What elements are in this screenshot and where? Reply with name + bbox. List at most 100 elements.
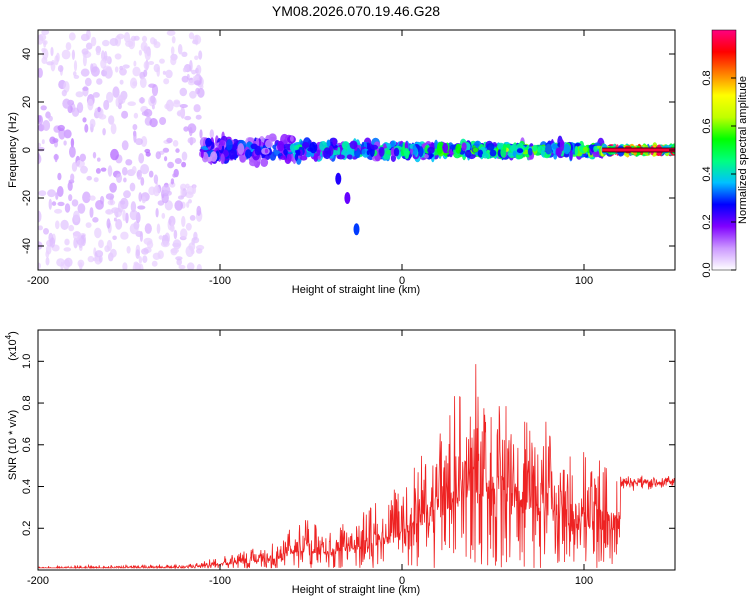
heatmap-cell	[197, 87, 205, 98]
heatmap-cell	[67, 181, 73, 191]
y-tick-label: 0	[21, 147, 33, 153]
heatmap-cell	[123, 177, 127, 183]
heatmap-cell	[148, 186, 156, 196]
heatmap-cell	[138, 256, 143, 264]
heatmap-cell	[172, 140, 179, 147]
heatmap-cell	[54, 55, 59, 66]
heatmap-cell	[569, 149, 573, 161]
x-tick-label: 100	[575, 275, 593, 287]
heatmap-cell	[332, 138, 337, 147]
heatmap-cell	[166, 137, 173, 144]
heatmap-cell	[112, 235, 117, 241]
heatmap-cell	[180, 228, 188, 239]
heatmap-cell	[144, 48, 151, 61]
snr-multiplier-text: (x10	[7, 339, 19, 360]
heatmap-cell	[198, 50, 203, 60]
heatmap-cell	[167, 161, 175, 169]
heatmap-cell	[418, 146, 424, 158]
heatmap-cell	[63, 247, 72, 252]
heatmap-cell	[239, 152, 247, 163]
heatmap-cell	[161, 212, 166, 219]
heatmap-cell	[106, 218, 111, 229]
heatmap-cell	[41, 139, 45, 145]
heatmap-cell	[96, 51, 101, 56]
figure-title: YM08.2026.070.19.46.G28	[272, 3, 440, 19]
heatmap-cell	[218, 144, 223, 151]
heatmap-cell	[65, 42, 72, 51]
heatmap-cell	[46, 61, 54, 66]
heatmap-cell	[77, 203, 86, 214]
spectrogram-y-label: Frequency (Hz)	[7, 112, 19, 188]
heatmap-cell	[42, 120, 51, 131]
heatmap-cell	[38, 190, 47, 197]
heatmap-cell	[138, 49, 142, 56]
heatmap-cell	[63, 81, 70, 93]
heatmap-cell	[43, 228, 49, 235]
snr-x-ticks: -200 -100 0 100	[27, 330, 593, 587]
heatmap-cell	[159, 58, 165, 64]
x-tick-label: 0	[399, 575, 405, 587]
x-tick-label: 0	[399, 275, 405, 287]
heatmap-cell	[82, 191, 91, 204]
heatmap-cell	[582, 146, 588, 153]
heatmap-cell	[106, 91, 114, 103]
heatmap-cell	[102, 39, 110, 47]
x-tick-label: -100	[209, 275, 231, 287]
heatmap-cell	[100, 58, 107, 69]
heatmap-cell	[300, 155, 308, 161]
heatmap-cell	[142, 255, 148, 263]
heatmap-cell	[249, 159, 257, 167]
heatmap-cell	[185, 183, 190, 189]
heatmap-cell	[80, 165, 88, 174]
heatmap-cell	[153, 41, 161, 49]
heatmap-cell	[172, 100, 181, 108]
x-tick-label: -200	[27, 575, 49, 587]
heatmap-cell	[277, 140, 285, 152]
heatmap-cell	[294, 145, 300, 151]
heatmap-cell	[38, 33, 47, 41]
heatmap-cell	[505, 143, 511, 149]
heatmap-cell	[247, 137, 255, 143]
heatmap-cell	[481, 152, 489, 159]
heatmap-cell	[57, 201, 65, 207]
heatmap-cell	[156, 66, 160, 77]
y-tick-label: 0.6	[21, 437, 33, 452]
heatmap-cell	[323, 147, 332, 160]
heatmap-cell	[164, 103, 171, 110]
heatmap-cell	[553, 153, 558, 160]
heatmap-cell	[54, 208, 63, 214]
heatmap-cell	[138, 192, 142, 202]
heatmap-cell	[151, 104, 155, 110]
heatmap-cell	[127, 101, 136, 106]
heatmap-cell	[181, 161, 187, 168]
heatmap-cell	[115, 218, 123, 230]
heatmap-cell	[512, 150, 517, 158]
heatmap-cell	[90, 36, 97, 47]
snr-multiplier-exponent: 4	[4, 334, 13, 339]
heatmap-cell	[47, 189, 56, 198]
colorbar-tick-label: 0.6	[701, 118, 713, 133]
heatmap-cell	[122, 166, 128, 176]
heatmap-cell	[93, 177, 99, 183]
heatmap-cell	[170, 56, 177, 66]
heatmap-cell	[121, 110, 129, 119]
heatmap-cell	[254, 145, 262, 156]
heatmap-cell	[486, 143, 495, 151]
heatmap-cell	[138, 97, 146, 104]
heatmap-cell	[193, 80, 202, 86]
heatmap-cell	[96, 78, 103, 85]
heatmap-cell	[390, 154, 396, 162]
heatmap-cell	[205, 137, 212, 147]
heatmap-cell	[125, 212, 129, 224]
heatmap-cell	[140, 41, 148, 52]
heatmap-cell	[545, 143, 552, 155]
heatmap-cell	[107, 199, 116, 206]
heatmap-cell	[237, 143, 245, 155]
colorbar-tick-label: 0.8	[701, 70, 713, 85]
heatmap-cell	[38, 67, 43, 78]
heatmap-cell	[108, 115, 115, 125]
heatmap-cell	[143, 61, 150, 70]
heatmap-cell	[155, 207, 159, 218]
heatmap-cell	[92, 217, 99, 223]
heatmap-cell	[63, 140, 67, 146]
